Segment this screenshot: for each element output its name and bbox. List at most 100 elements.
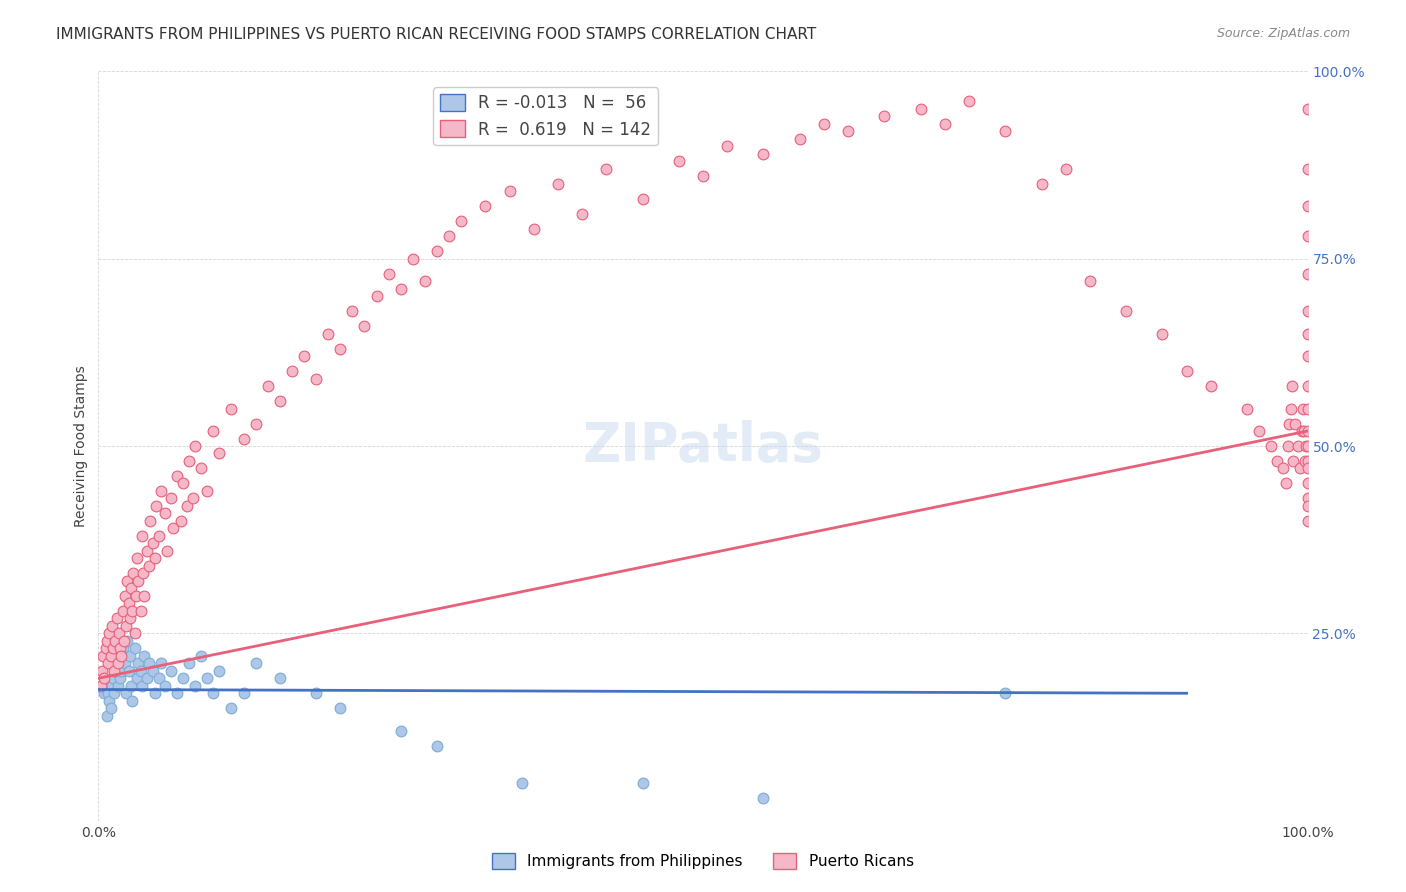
Point	[135, 671, 157, 685]
Point	[114, 589, 136, 603]
Point	[111, 641, 134, 656]
Point	[994, 124, 1017, 138]
Point	[160, 664, 183, 678]
Point	[105, 611, 128, 625]
Point	[127, 551, 149, 566]
Point	[752, 791, 775, 805]
Point	[202, 424, 225, 438]
Point	[305, 686, 328, 700]
Point	[208, 664, 231, 678]
Point	[1282, 454, 1305, 468]
Point	[269, 671, 291, 685]
Text: Source: ZipAtlas.com: Source: ZipAtlas.com	[1216, 27, 1350, 40]
Point	[100, 679, 122, 693]
Point	[221, 701, 243, 715]
Point	[366, 289, 388, 303]
Point	[110, 664, 132, 678]
Y-axis label: Receiving Food Stamps: Receiving Food Stamps	[75, 365, 89, 527]
Point	[94, 641, 117, 656]
Point	[118, 611, 141, 625]
Point	[1296, 401, 1319, 416]
Point	[1296, 454, 1319, 468]
Point	[181, 491, 204, 506]
Point	[156, 544, 179, 558]
Point	[166, 686, 188, 700]
Point	[190, 648, 212, 663]
Point	[111, 604, 134, 618]
Point	[148, 671, 170, 685]
Point	[1249, 424, 1271, 438]
Point	[1296, 379, 1319, 393]
Point	[571, 207, 593, 221]
Point	[172, 671, 194, 685]
Point	[1296, 229, 1319, 244]
Point	[134, 648, 156, 663]
Point	[90, 679, 112, 693]
Point	[195, 483, 218, 498]
Point	[118, 596, 141, 610]
Point	[91, 664, 114, 678]
Point	[124, 626, 146, 640]
Text: ZIPatlas: ZIPatlas	[582, 420, 824, 472]
Point	[184, 439, 207, 453]
Point	[93, 671, 115, 685]
Point	[179, 454, 201, 468]
Point	[97, 686, 120, 700]
Point	[139, 514, 162, 528]
Point	[1152, 326, 1174, 341]
Point	[145, 499, 167, 513]
Point	[96, 633, 118, 648]
Point	[957, 95, 980, 109]
Point	[169, 514, 191, 528]
Point	[153, 679, 176, 693]
Point	[1115, 304, 1137, 318]
Point	[342, 304, 364, 318]
Point	[115, 619, 138, 633]
Point	[150, 657, 173, 671]
Point	[1260, 439, 1282, 453]
Point	[377, 267, 399, 281]
Point	[208, 446, 231, 460]
Point	[101, 641, 124, 656]
Point	[1291, 424, 1313, 438]
Point	[595, 161, 617, 176]
Point	[98, 626, 121, 640]
Point	[1277, 439, 1299, 453]
Point	[124, 641, 146, 656]
Point	[329, 342, 352, 356]
Point	[873, 109, 896, 123]
Point	[115, 686, 138, 700]
Point	[120, 582, 142, 596]
Point	[692, 169, 714, 184]
Point	[1292, 401, 1315, 416]
Point	[190, 461, 212, 475]
Point	[1296, 461, 1319, 475]
Point	[474, 199, 496, 213]
Point	[110, 648, 132, 663]
Point	[202, 686, 225, 700]
Point	[1278, 417, 1301, 431]
Point	[1296, 102, 1319, 116]
Point	[498, 184, 520, 198]
Point	[232, 432, 254, 446]
Point	[131, 679, 153, 693]
Point	[160, 491, 183, 506]
Point	[142, 664, 165, 678]
Point	[752, 146, 775, 161]
Point	[910, 102, 932, 116]
Point	[1296, 304, 1319, 318]
Point	[1272, 461, 1295, 475]
Point	[107, 657, 129, 671]
Point	[813, 117, 835, 131]
Point	[245, 417, 267, 431]
Point	[1295, 439, 1317, 453]
Point	[292, 349, 315, 363]
Point	[121, 604, 143, 618]
Point	[668, 154, 690, 169]
Point	[176, 499, 198, 513]
Point	[143, 551, 166, 566]
Point	[1296, 161, 1319, 176]
Point	[121, 694, 143, 708]
Point	[195, 671, 218, 685]
Point	[316, 326, 339, 341]
